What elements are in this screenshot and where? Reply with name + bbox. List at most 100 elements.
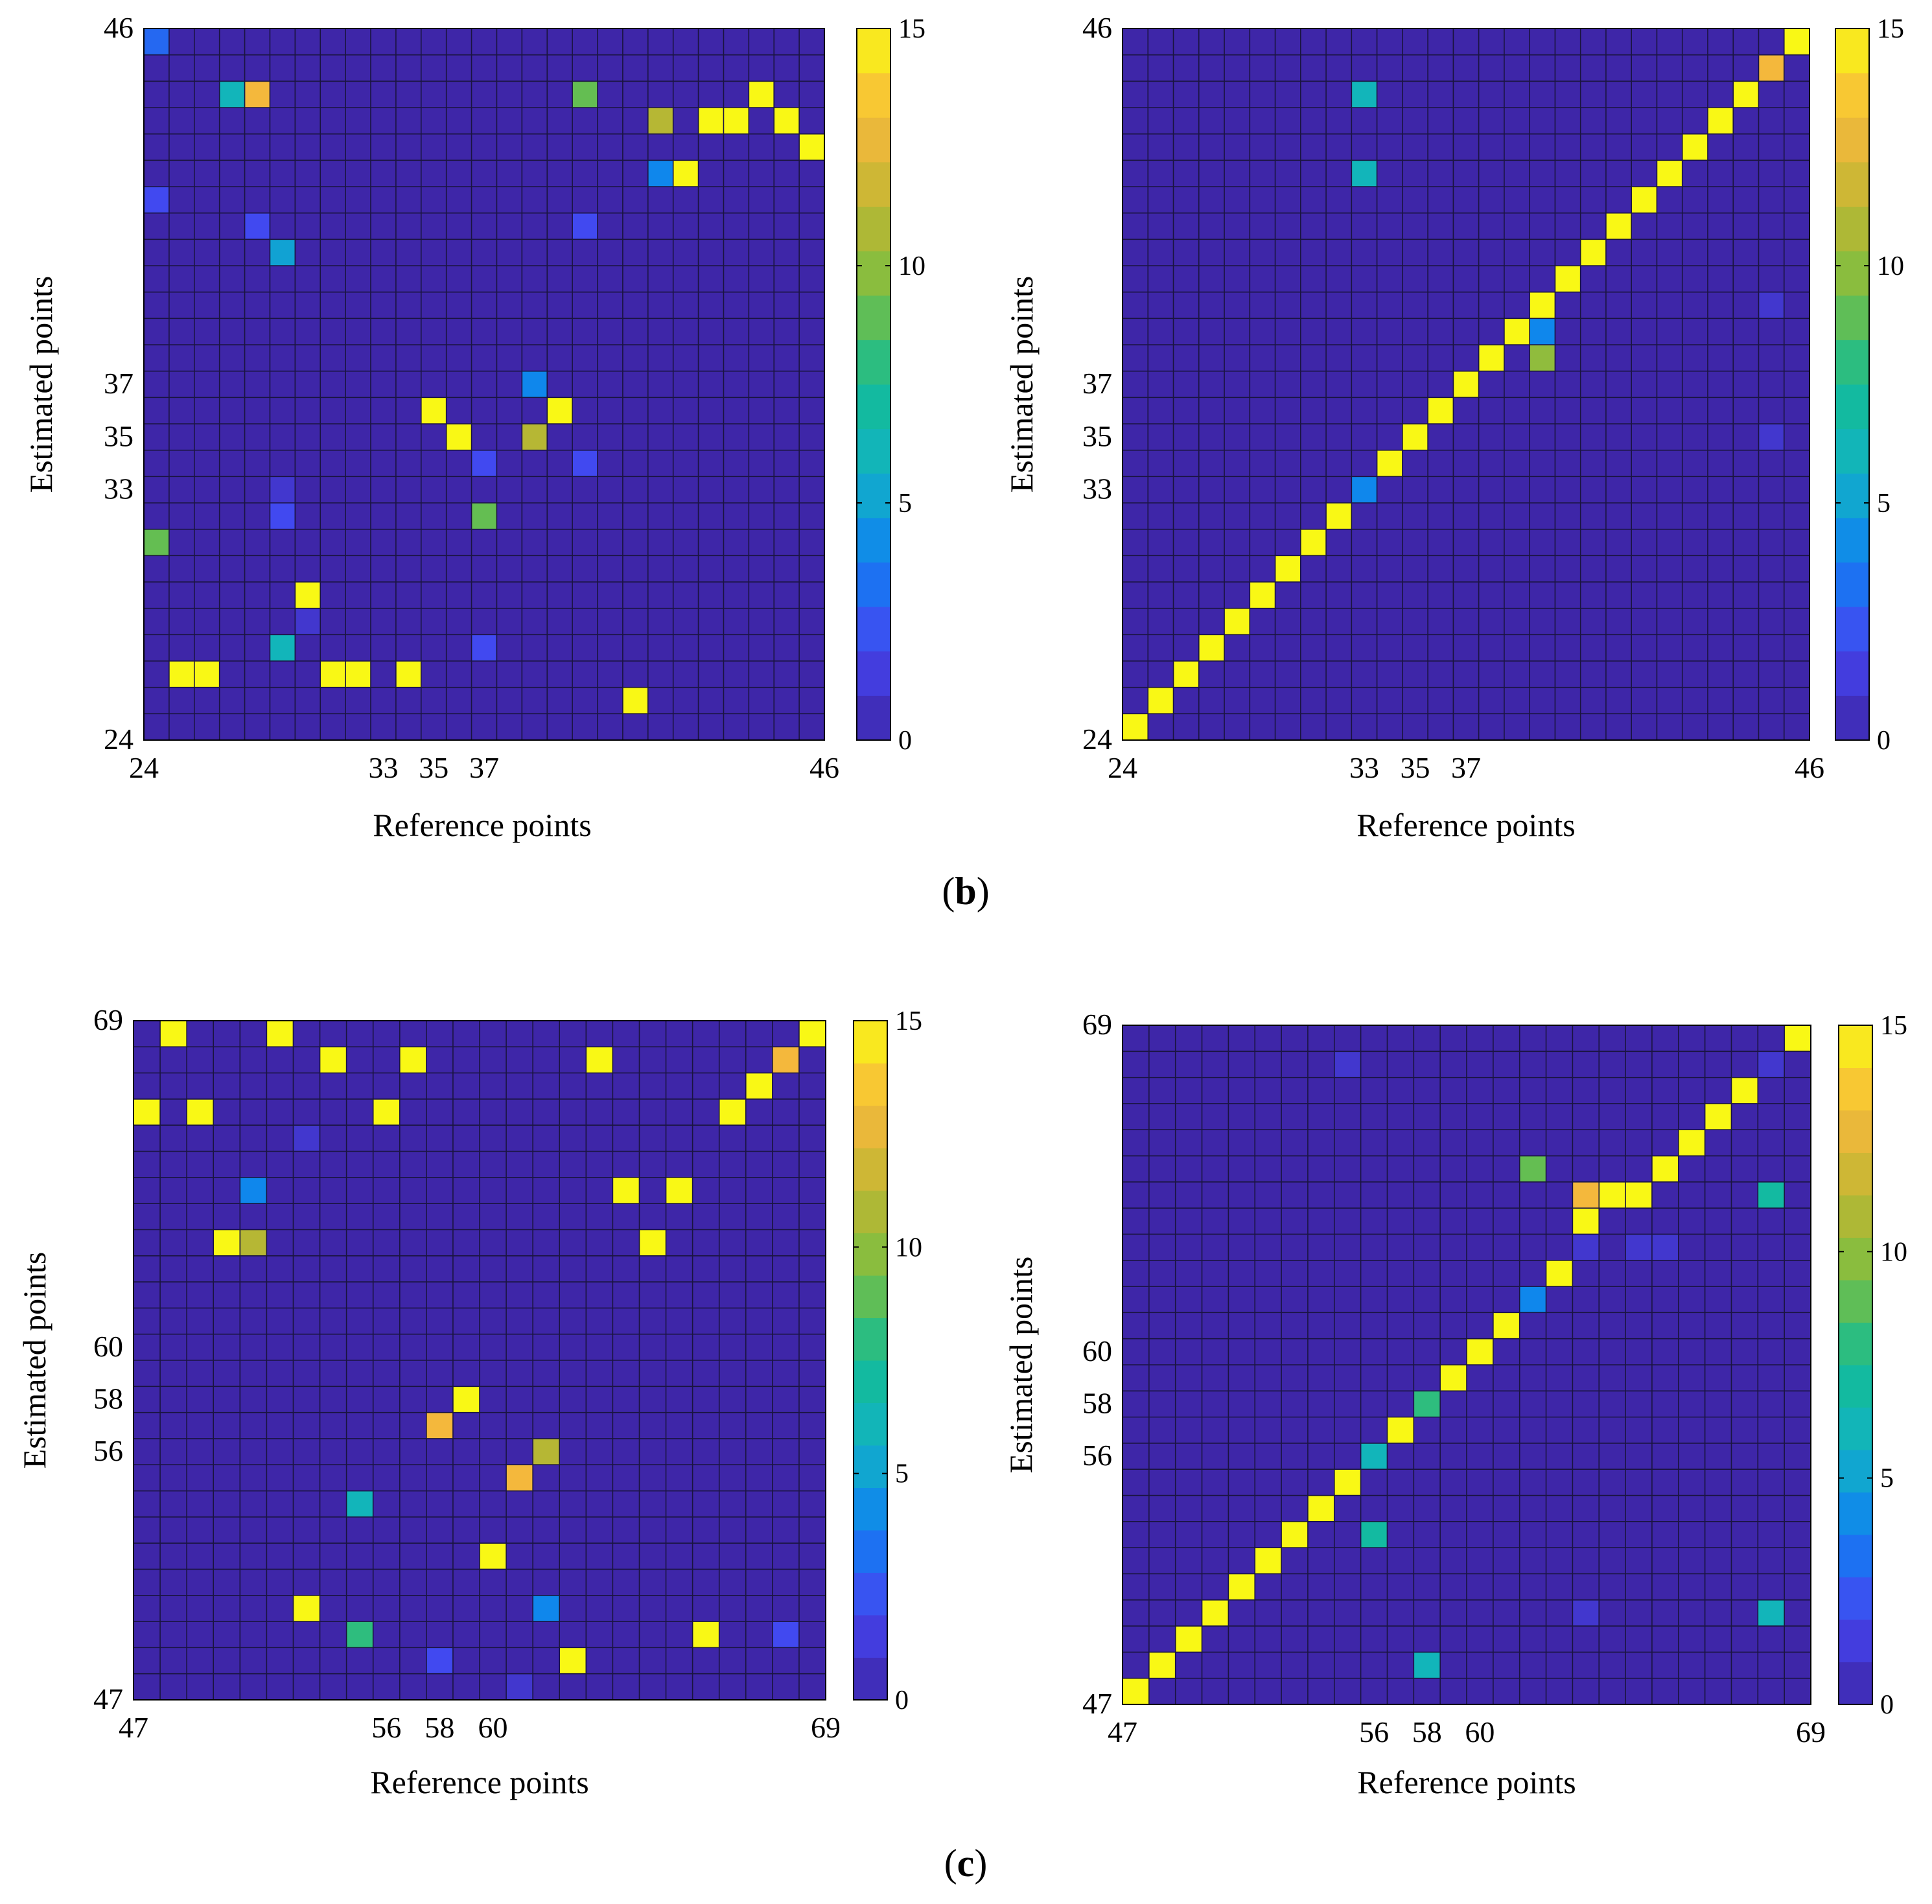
colorbar-segment (1839, 1195, 1872, 1238)
colorbar-segment (854, 1233, 887, 1276)
heatmap-cell (1682, 134, 1708, 161)
colorbar-segment (857, 473, 890, 518)
y-tick-label: 37 (104, 367, 134, 400)
heatmap-cell (1678, 1130, 1705, 1156)
colorbar-segment (1835, 73, 1869, 118)
colorbar-segment (854, 1445, 887, 1488)
colorbar-segment (1835, 206, 1869, 251)
heatmap-cell (270, 239, 296, 266)
heatmap-cell (1478, 345, 1504, 371)
heatmap-cell (1705, 1103, 1732, 1130)
colorbar-segment (857, 562, 890, 607)
x-tick-label: 69 (811, 1711, 841, 1744)
heatmap-cell (692, 1621, 719, 1648)
caption-b: (b) (942, 870, 989, 912)
colorbar-segment (854, 1106, 887, 1148)
colorbar-segment (854, 1487, 887, 1531)
heatmap-panel-b-right: 24 33 35 37 46 24 33 35 37 46 Reference points Esti… (1003, 11, 1904, 843)
colorbar-tick-label: 10 (898, 251, 925, 281)
heatmap-cell (1555, 266, 1581, 292)
heatmap-cell (395, 661, 421, 688)
y-tick-label: 37 (1082, 367, 1112, 400)
heatmap-cell (1250, 582, 1275, 609)
y-tick-label: 69 (1082, 1008, 1112, 1041)
heatmap-cell (194, 661, 220, 688)
x-tick-label: 33 (368, 751, 398, 784)
heatmap-cell (1707, 108, 1734, 134)
heatmap-cell (1651, 1155, 1679, 1182)
heatmap-cell (1123, 714, 1148, 740)
heatmap-cell (421, 397, 447, 424)
y-tick-label: 58 (1082, 1386, 1112, 1419)
heatmap-cell (1580, 239, 1606, 266)
heatmap-cell (345, 661, 371, 688)
heatmap-cell (533, 1438, 560, 1465)
y-tick-label: 47 (93, 1682, 123, 1715)
colorbar-tick-label: 15 (895, 1006, 922, 1036)
heatmap-cell (586, 1047, 613, 1073)
colorbar-segment (857, 295, 890, 340)
colorbar-segment (854, 1360, 887, 1403)
y-tick-label: 56 (1082, 1439, 1112, 1472)
colorbar-tick-label: 15 (1877, 14, 1904, 44)
y-tick-label: 46 (1082, 11, 1112, 44)
colorbar-segment (1835, 384, 1869, 430)
heatmap-cell (187, 1098, 214, 1126)
y-tick-label: 24 (1082, 723, 1112, 756)
colorbar-segment (1839, 1110, 1872, 1153)
heatmap-cell (1546, 1260, 1573, 1287)
colorbar-segment (854, 1657, 887, 1701)
heatmap-cell (647, 160, 673, 187)
heatmap-cell (270, 476, 296, 503)
heatmap-cell (452, 1386, 480, 1413)
colorbar-frame (856, 28, 891, 741)
heatmap-cell (144, 187, 169, 213)
x-tick-label: 24 (129, 751, 159, 784)
heatmap-cell (1784, 29, 1810, 55)
heatmap-cell (1428, 397, 1454, 424)
heatmap-cell (1572, 1181, 1600, 1209)
heatmap-cell (244, 213, 270, 240)
colorbar-segment (1835, 651, 1869, 696)
heatmap-cell (480, 1543, 507, 1570)
caption-c: (c) (944, 1842, 988, 1885)
heatmap-cell (1572, 1599, 1600, 1627)
heatmap-cell (219, 81, 245, 108)
heatmap-panel-c-left: 47 56 58 60 69 47 56 58 60 69 Reference points Esti… (16, 1003, 922, 1800)
heatmap-cell (1175, 1626, 1202, 1653)
plot-frame (1122, 1025, 1811, 1705)
heatmap-cell (144, 529, 169, 556)
colorbar-segment (1839, 1152, 1872, 1196)
colorbar-segment (854, 1148, 887, 1191)
heatmap-cell (320, 661, 346, 688)
heatmap-cell (1275, 555, 1301, 582)
heatmap-cell (1334, 1051, 1361, 1078)
plot-frame (133, 1020, 826, 1701)
colorbar-tick-label: 10 (1877, 251, 1904, 281)
colorbar-tick-label: 5 (1877, 489, 1891, 518)
heatmap-cell (1519, 1286, 1546, 1313)
x-tick-label: 60 (1465, 1715, 1495, 1748)
x-tick-label: 58 (1412, 1715, 1442, 1748)
heatmap-cell (1453, 371, 1479, 398)
heatmap-cell (295, 608, 321, 635)
heatmap-cell (373, 1098, 400, 1126)
heatmap-cell (1173, 661, 1199, 688)
colorbar-segment (857, 206, 890, 251)
colorbar-tick-label: 10 (1880, 1237, 1907, 1267)
x-tick-label: 46 (809, 751, 839, 784)
colorbar-segment (857, 517, 890, 563)
y-tick-label: 46 (104, 11, 134, 44)
colorbar-segment (854, 1190, 887, 1233)
x-axis-label: Reference points (1357, 1764, 1576, 1800)
colorbar-tick-label: 0 (895, 1686, 909, 1715)
heatmap-cell (471, 634, 497, 661)
heatmap-cell (1202, 1599, 1229, 1627)
heatmap-cell (1784, 1025, 1811, 1052)
heatmap-cell (1758, 1181, 1785, 1209)
heatmap-cell (1758, 1051, 1785, 1078)
heatmap-cell (1351, 160, 1377, 187)
heatmap-cell (1440, 1365, 1467, 1391)
colorbar-tick-label: 0 (1880, 1690, 1894, 1720)
y-tick-label: 60 (1082, 1334, 1112, 1367)
